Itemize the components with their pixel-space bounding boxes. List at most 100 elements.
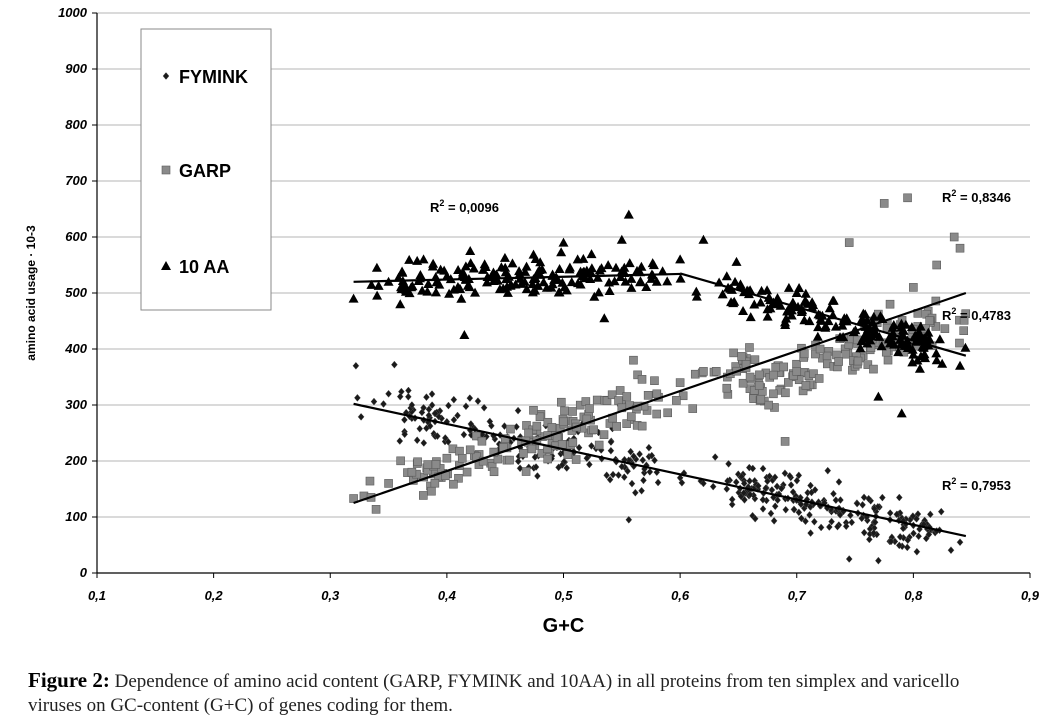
- 10aa-point: [816, 315, 827, 325]
- 10aa-point: [960, 342, 971, 352]
- 10aa-point: [468, 263, 479, 273]
- fymink-point: [588, 442, 595, 450]
- garp-point: [769, 389, 778, 399]
- 10aa-point: [417, 285, 428, 295]
- fymink-point: [837, 496, 844, 504]
- fymink-point: [462, 402, 470, 411]
- garp-point: [629, 355, 638, 365]
- 10aa-point: [860, 333, 871, 343]
- 10aa-point: [593, 287, 604, 297]
- fymink-point: [460, 430, 468, 439]
- garp-point: [663, 408, 672, 418]
- fymink-point: [514, 406, 522, 415]
- 10aa-point: [904, 341, 915, 351]
- fymink-point: [405, 386, 412, 395]
- 10aa-point: [459, 330, 470, 339]
- 10aa-point: [604, 286, 615, 296]
- 10aa-point: [431, 287, 442, 297]
- fymink-point: [798, 514, 805, 523]
- garp-point: [537, 449, 547, 458]
- 10aa-point: [907, 357, 918, 367]
- garp-point: [592, 395, 602, 405]
- fymink-point: [420, 439, 428, 447]
- fymink-point: [893, 510, 901, 519]
- garp-point: [557, 397, 566, 407]
- fymink-point: [709, 482, 717, 491]
- 10aa-point: [456, 293, 467, 303]
- garp-point: [756, 394, 766, 404]
- fymink-point: [937, 507, 945, 516]
- fymink-point: [646, 467, 654, 476]
- x-tick-label: 0,1: [88, 588, 106, 603]
- garp-point: [771, 362, 781, 372]
- garp-point: [801, 381, 811, 390]
- 10aa-trendline-2: [679, 272, 967, 357]
- garp-point: [750, 355, 760, 365]
- garp-point: [557, 440, 567, 449]
- fymink-point: [811, 486, 819, 494]
- garp-point: [419, 491, 428, 500]
- garp-point: [524, 428, 533, 438]
- fymink-point: [875, 556, 882, 565]
- garp-point: [652, 409, 662, 419]
- fymink-point: [396, 437, 404, 445]
- fymink-point: [738, 472, 745, 481]
- fymink-point: [732, 478, 740, 487]
- 10aa-point: [395, 299, 406, 309]
- 10aa-point: [465, 246, 476, 255]
- garp-point: [879, 199, 889, 208]
- fymink-point: [859, 500, 866, 509]
- 10aa-point: [823, 316, 834, 326]
- 10aa-point: [366, 279, 377, 289]
- garp-point: [637, 375, 647, 384]
- garp-point: [678, 391, 688, 401]
- legend-marker-fymink: [162, 72, 170, 80]
- fymink-point: [401, 415, 408, 424]
- fymink-point: [575, 443, 583, 452]
- r2-annotation: R2 = 0,8346: [942, 188, 1011, 205]
- garp-point: [431, 460, 441, 469]
- 10aa-point: [348, 293, 359, 303]
- 10aa-point: [735, 279, 746, 289]
- 10aa-point: [749, 299, 760, 309]
- y-tick-label: 400: [64, 341, 87, 356]
- fymink-point: [380, 400, 387, 408]
- fymink-point: [790, 505, 798, 514]
- 10aa-point: [623, 209, 634, 219]
- 10aa-point: [791, 288, 802, 297]
- 10aa-point: [407, 281, 418, 291]
- 10aa-point: [401, 284, 412, 294]
- 10aa-point: [721, 271, 732, 281]
- 10aa-point: [813, 322, 824, 332]
- garp-point: [489, 447, 499, 457]
- 10aa-point: [807, 302, 818, 312]
- garp-point: [478, 456, 488, 466]
- garp-point: [371, 505, 381, 514]
- garp-point: [834, 357, 843, 366]
- fymink-point: [764, 477, 771, 486]
- fymink-point: [915, 532, 922, 541]
- 10aa-point: [937, 358, 948, 368]
- 10aa-point: [418, 254, 429, 264]
- fymink-point: [771, 502, 779, 511]
- garp-point: [885, 299, 895, 309]
- 10aa-point: [888, 319, 899, 329]
- 10aa-point: [505, 280, 516, 290]
- garp-point: [547, 423, 557, 432]
- fymink-point: [352, 361, 360, 370]
- fymink-point: [895, 493, 903, 502]
- 10aa-point: [460, 261, 471, 271]
- garp-point: [925, 316, 934, 326]
- fymink-point: [639, 456, 647, 465]
- 10aa-point: [897, 325, 908, 335]
- 10aa-point: [775, 300, 786, 310]
- fymink-point: [385, 389, 392, 398]
- fymink-point: [396, 392, 404, 401]
- scatter-chart: 0 100 200 300 400 500 600 700 800 900 1000 0,1 0,2 0,…: [24, 5, 1040, 637]
- x-tick-label: 0,3: [321, 588, 340, 603]
- 10aa-point: [783, 282, 794, 292]
- fymink-point: [676, 473, 684, 482]
- 10aa-point: [558, 237, 569, 247]
- 10aa-point: [662, 276, 673, 286]
- 10aa-point: [616, 266, 627, 276]
